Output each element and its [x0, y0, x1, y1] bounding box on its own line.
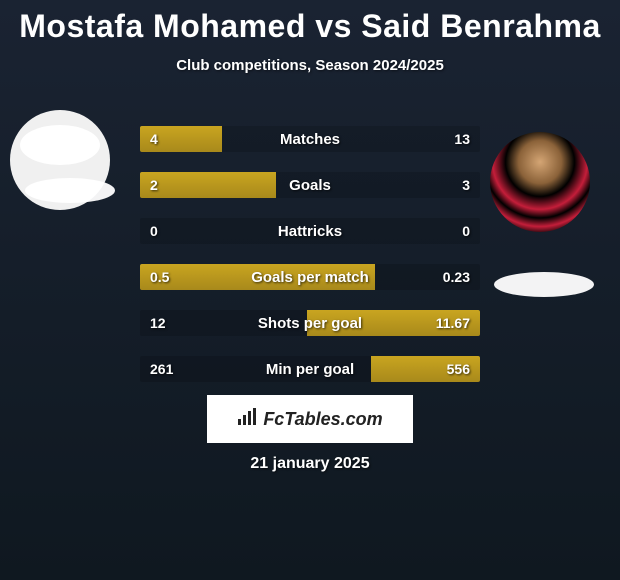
- stats-bars: 4 Matches 13 2 Goals 3 0 Hattricks 0 0.5…: [140, 126, 480, 402]
- stat-value-right: 3: [462, 172, 470, 198]
- stat-label: Matches: [140, 126, 480, 152]
- bar-chart-icon: [237, 408, 257, 431]
- stat-row: 261 Min per goal 556: [140, 356, 480, 382]
- stat-label: Hattricks: [140, 218, 480, 244]
- stat-row: 4 Matches 13: [140, 126, 480, 152]
- stat-value-right: 556: [447, 356, 470, 382]
- stat-value-right: 0.23: [443, 264, 470, 290]
- stat-label: Goals: [140, 172, 480, 198]
- stat-row: 0.5 Goals per match 0.23: [140, 264, 480, 290]
- date-label: 21 january 2025: [0, 455, 620, 473]
- stat-row: 12 Shots per goal 11.67: [140, 310, 480, 336]
- branding-text: FcTables.com: [263, 409, 382, 430]
- stat-label: Goals per match: [140, 264, 480, 290]
- stat-value-right: 11.67: [436, 310, 470, 336]
- player-left-shadow: [25, 178, 115, 203]
- stat-row: 0 Hattricks 0: [140, 218, 480, 244]
- stat-value-right: 0: [462, 218, 470, 244]
- player-right-avatar: [490, 132, 590, 232]
- comparison-title: Mostafa Mohamed vs Said Benrahma: [0, 0, 620, 45]
- stat-label: Shots per goal: [140, 310, 480, 336]
- player-right-shadow: [494, 272, 594, 297]
- stat-row: 2 Goals 3: [140, 172, 480, 198]
- stat-label: Min per goal: [140, 356, 480, 382]
- stat-value-right: 13: [454, 126, 470, 152]
- comparison-subtitle: Club competitions, Season 2024/2025: [0, 57, 620, 74]
- branding-badge: FcTables.com: [207, 395, 413, 443]
- avatar-placeholder-icon: [20, 125, 100, 165]
